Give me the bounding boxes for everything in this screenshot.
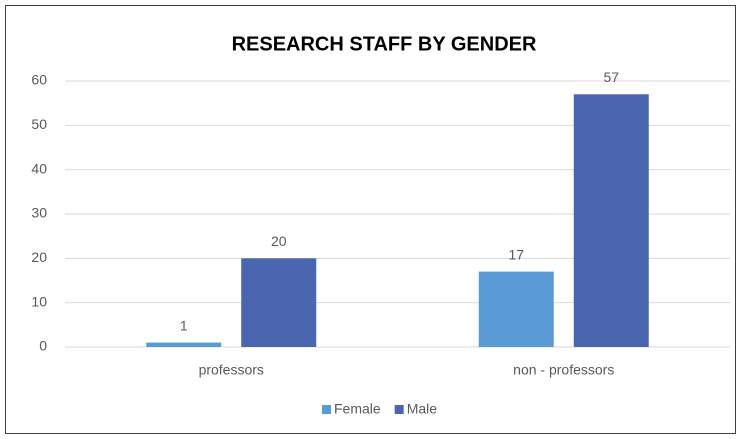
legend-label: Male [407,401,438,417]
y-tick-label: 30 [31,205,47,221]
chart-title: RESEARCH STAFF BY GENDER [232,33,537,55]
bar [573,94,649,347]
y-tick-label: 50 [31,116,47,132]
y-tick-label: 20 [31,249,47,265]
bar [478,271,554,347]
legend-swatch [394,405,404,414]
y-tick-label: 10 [31,293,47,309]
data-label: 17 [508,246,524,262]
bar [241,258,317,347]
data-label: 20 [271,233,287,249]
legend-swatch [322,405,331,414]
data-label: 57 [603,69,619,85]
legend-label: Female [334,401,381,417]
y-tick-label: 60 [31,72,47,88]
x-tick-label: professors [199,362,264,378]
y-tick-label: 40 [31,160,47,176]
y-tick-label: 0 [39,338,47,354]
x-tick-label: non - professors [513,362,614,378]
data-label: 1 [180,317,188,333]
bar [146,342,222,347]
